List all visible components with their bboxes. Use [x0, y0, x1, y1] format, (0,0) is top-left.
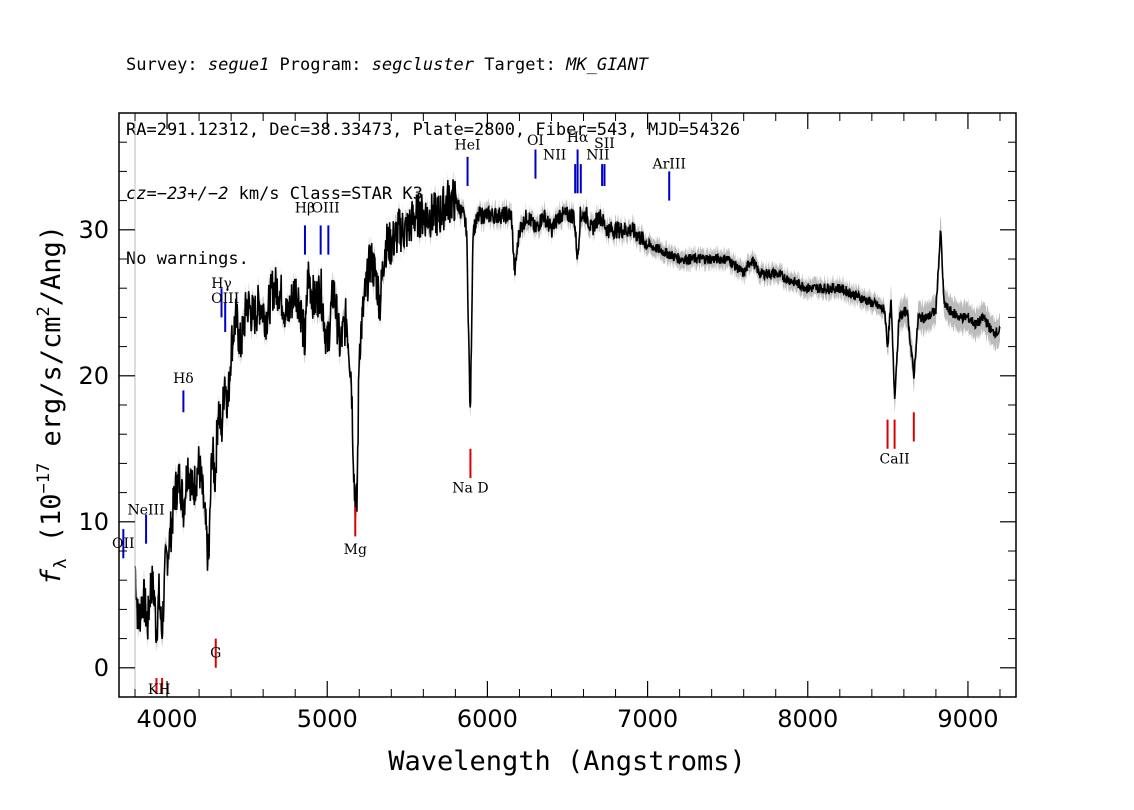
line-label: ArIII	[652, 156, 686, 172]
target-value: MK_GIANT	[566, 55, 649, 75]
line-label: Mg	[344, 542, 367, 558]
line-label: OIII	[312, 200, 340, 216]
y-label-part: f	[36, 568, 67, 585]
error-band-area	[135, 170, 1000, 652]
line-label: CaII	[880, 451, 910, 467]
y-label-part: −17	[34, 463, 54, 494]
axes: 4000 5000 6000 7000 8000 9000 0 10 20 30	[78, 112, 1016, 733]
program-label: Program:	[269, 55, 372, 75]
line-label: OI	[527, 133, 544, 149]
plot-frame	[118, 112, 1017, 698]
x-tick-label: 4000	[137, 705, 198, 733]
x-tick-label: 5000	[297, 705, 358, 733]
spectrum-series	[134, 113, 1001, 697]
y-label-part: (10	[36, 494, 67, 559]
line-label: Hγ	[211, 276, 232, 292]
x-tick-label: 9000	[937, 705, 998, 733]
spectrum-header: Survey: segue1 Program: segcluster Targe…	[126, 12, 740, 292]
y-tick-label: 30	[78, 216, 109, 244]
line-label: OIII	[211, 291, 239, 307]
y-label-part: 2	[34, 306, 54, 316]
y-tick-label: 10	[78, 508, 109, 536]
x-tick-label: 7000	[617, 705, 678, 733]
header-line-survey: Survey: segue1 Program: segcluster Targe…	[126, 55, 740, 77]
x-tick-label: 6000	[457, 705, 518, 733]
program-value: segcluster	[371, 55, 475, 75]
line-label: Hβ	[295, 200, 315, 216]
x-axis-label: Wavelength (Angstroms)	[388, 746, 746, 777]
spectrum-line	[134, 179, 1001, 643]
line-label: Hα	[567, 130, 589, 146]
redshift-value: cz=−23+/−2	[126, 184, 229, 204]
y-label-part: λ	[51, 559, 71, 569]
line-markers	[122, 149, 915, 695]
target-label: Target:	[474, 55, 567, 75]
y-tick-label: 20	[78, 362, 109, 390]
line-label: OII	[112, 536, 135, 552]
header-line-warnings: No warnings.	[126, 248, 249, 269]
line-label: NII	[586, 148, 609, 164]
line-label: NII	[543, 148, 566, 164]
line-label: Hδ	[173, 371, 194, 387]
y-axis-label: fλ (10−17 erg/s/cm2/Ang)	[34, 225, 71, 585]
header-line-redshift: cz=−23+/−2 km/s Class=STAR K3	[126, 184, 740, 206]
survey-value: segue1	[207, 55, 270, 75]
line-label: HeI	[455, 138, 481, 154]
y-label-part: erg/s/cm	[36, 316, 67, 462]
x-tick-label: 8000	[777, 705, 838, 733]
line-label: KH	[148, 682, 171, 698]
line-label: G	[210, 646, 221, 662]
line-label: SII	[594, 136, 615, 152]
line-label: Na D	[452, 481, 488, 497]
y-tick-label: 0	[94, 654, 109, 682]
survey-label: Survey:	[126, 55, 208, 75]
y-label-part: /Ang)	[36, 225, 67, 306]
error-band	[135, 170, 1000, 652]
line-label: NeIII	[127, 503, 164, 519]
header-line-coordinates: RA=291.12312, Dec=38.33473, Plate=2800, …	[126, 119, 741, 140]
